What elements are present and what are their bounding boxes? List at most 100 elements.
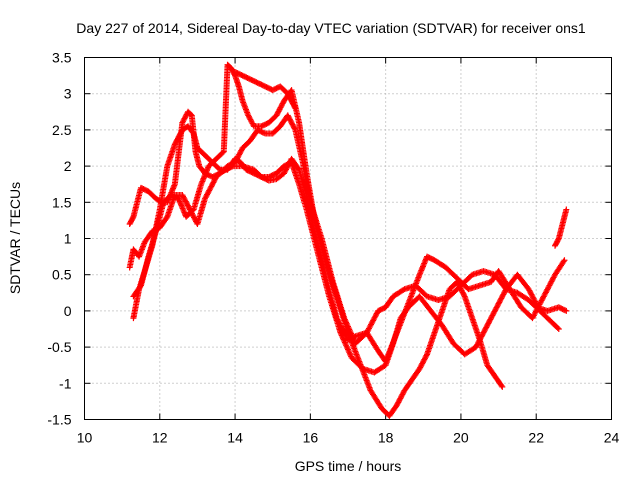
data-point (485, 319, 492, 326)
data-point (281, 170, 288, 177)
data-point (480, 329, 487, 336)
y-tick-label: 0.5 (52, 267, 72, 283)
data-point (488, 315, 495, 322)
data-point (274, 111, 281, 118)
data-point (398, 392, 405, 399)
series-track-4 (130, 61, 506, 419)
y-axis-label: SDTVAR / TECUs (7, 182, 23, 294)
data-point (455, 281, 462, 288)
data-point (282, 167, 289, 174)
data-point (397, 395, 404, 402)
data-point (422, 353, 429, 360)
data-point (416, 365, 423, 372)
data-point (181, 196, 188, 203)
data-point (418, 361, 425, 368)
data-point (560, 258, 567, 265)
data-point (189, 129, 196, 136)
data-point (419, 360, 426, 367)
y-tick-label: 1.5 (52, 194, 72, 210)
data-point (191, 215, 198, 222)
data-point (555, 236, 562, 243)
data-point (274, 109, 281, 116)
data-point (482, 325, 489, 332)
data-point (420, 357, 427, 364)
data-point (278, 103, 285, 110)
data-point (481, 328, 488, 335)
data-point (396, 396, 403, 403)
data-point (129, 214, 136, 221)
data-point (395, 399, 402, 406)
data-point (483, 323, 490, 330)
data-point (289, 121, 296, 128)
x-tick-label: 24 (604, 430, 620, 446)
data-point (492, 307, 499, 314)
x-tick-label: 20 (453, 430, 469, 446)
data-point (421, 355, 428, 362)
data-point (400, 390, 407, 397)
data-point (287, 117, 294, 124)
data-point (554, 324, 561, 331)
data-point (457, 285, 464, 292)
data-point (276, 107, 283, 114)
data-point (285, 113, 292, 120)
data-point (236, 150, 243, 157)
data-point (454, 280, 461, 287)
x-tick-label: 18 (378, 430, 394, 446)
data-point (500, 291, 507, 298)
chart-title: Day 227 of 2014, Sidereal Day-to-day VTE… (76, 20, 586, 36)
data-point (489, 312, 496, 319)
data-point (496, 299, 503, 306)
data-point (180, 194, 187, 201)
data-point (400, 286, 407, 293)
tick-layer: 10 12 14 16 18 20 22 24 3.5 3 2.5 2 1.5 1 0.5 0 -0.5 -1 -1… (47, 50, 619, 446)
y-tick-label: 3.5 (52, 50, 72, 66)
data-point (458, 288, 465, 295)
data-point (499, 383, 506, 390)
x-axis-label: GPS time / hours (295, 458, 402, 474)
data-point (479, 330, 486, 337)
data-point (291, 125, 298, 132)
y-tick-label: -1.5 (47, 412, 71, 428)
data-point (485, 320, 492, 327)
data-point (487, 316, 494, 323)
data-point (498, 295, 505, 302)
data-point (498, 294, 505, 301)
data-point (490, 309, 497, 316)
x-tick-label: 22 (528, 430, 544, 446)
data-point (288, 119, 295, 126)
data-point (481, 326, 488, 333)
data-point (273, 112, 280, 119)
y-tick-label: 2.5 (52, 122, 72, 138)
data-point (237, 148, 244, 155)
data-point (495, 300, 502, 307)
data-point (290, 124, 297, 131)
y-tick-label: 2 (64, 158, 72, 174)
y-tick-label: 1 (64, 231, 72, 247)
data-point (191, 214, 198, 221)
data-point (486, 317, 493, 324)
data-point (563, 206, 570, 213)
y-tick-label: 3 (64, 86, 72, 102)
data-point (291, 103, 298, 110)
data-point (281, 169, 288, 176)
data-point (456, 284, 463, 291)
data-point (492, 305, 499, 312)
data-point (286, 116, 293, 123)
data-point (454, 278, 461, 285)
data-point (182, 197, 189, 204)
data-point (182, 198, 189, 205)
point-layer (126, 61, 570, 419)
data-point (260, 129, 267, 136)
data-point (219, 149, 226, 156)
x-tick-label: 14 (227, 430, 243, 446)
data-point (488, 313, 495, 320)
x-tick-label: 10 (77, 430, 93, 446)
data-point (497, 296, 504, 303)
data-point (490, 311, 497, 318)
data-point (562, 307, 569, 314)
data-point (423, 352, 430, 359)
series-track-5 (232, 68, 299, 112)
data-point (276, 105, 283, 112)
data-point (163, 214, 170, 221)
data-point (286, 115, 293, 122)
